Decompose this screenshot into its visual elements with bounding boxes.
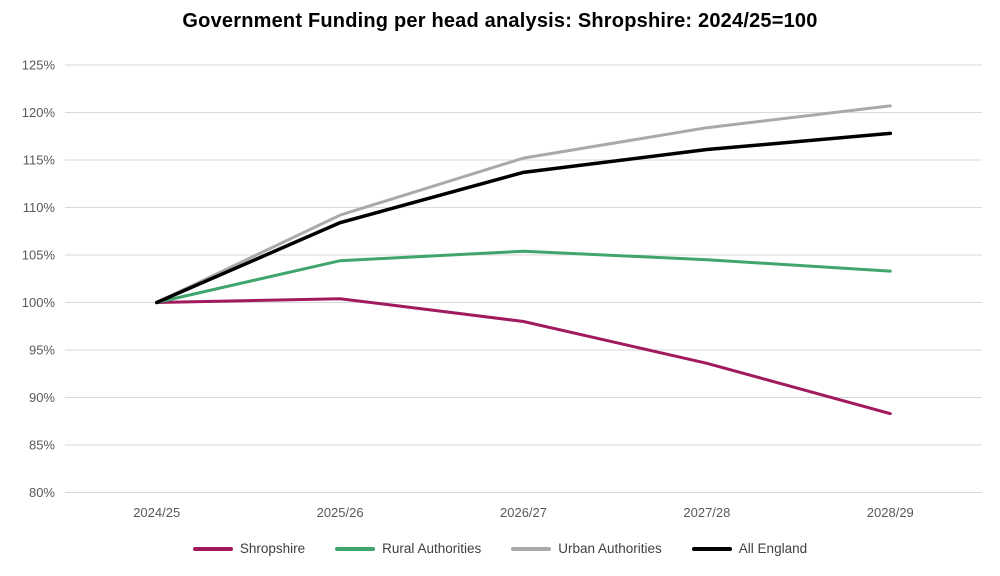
legend-label-all-england: All England xyxy=(738,541,808,556)
legend-label-shropshire: Shropshire xyxy=(239,541,306,556)
x-axis-tick-label: 2027/28 xyxy=(683,505,730,520)
y-axis-tick-label: 125% xyxy=(22,58,56,73)
y-axis-tick-label: 90% xyxy=(29,390,55,405)
x-axis-tick-label: 2026/27 xyxy=(500,505,547,520)
series-line-all-england xyxy=(154,131,893,305)
x-axis-tick-label: 2028/29 xyxy=(867,505,914,520)
y-axis-tick-label: 95% xyxy=(29,343,55,358)
legend-line-swatch-shropshire xyxy=(192,546,233,551)
y-axis-tick-label: 80% xyxy=(29,485,55,500)
legend-line-swatch-all-england xyxy=(691,546,732,551)
legend-item-shropshire: Shropshire xyxy=(192,541,306,556)
y-axis-tick-label: 120% xyxy=(22,105,56,120)
x-axis-tick-label: 2025/26 xyxy=(317,505,364,520)
legend-item-urban-authorities: Urban Authorities xyxy=(511,541,662,556)
y-axis-tick-label: 105% xyxy=(22,248,56,263)
legend-line-swatch-urban-authorities xyxy=(511,546,552,551)
legend-label-urban-authorities: Urban Authorities xyxy=(558,541,662,556)
legend-item-rural-authorities: Rural Authorities xyxy=(335,541,481,556)
y-axis-tick-label: 115% xyxy=(23,153,56,168)
y-axis-tick-label: 85% xyxy=(29,438,55,453)
chart-title: Government Funding per head analysis: Sh… xyxy=(182,10,818,32)
y-axis-tick-label: 110% xyxy=(23,200,56,215)
series-line-shropshire xyxy=(155,297,892,416)
legend: Shropshire Rural Authorities Urban Autho… xyxy=(0,541,1000,556)
x-axis-tick-label: 2024/25 xyxy=(133,505,180,520)
legend-line-swatch-rural-authorities xyxy=(335,546,376,551)
legend-item-all-england: All England xyxy=(691,541,808,556)
series-line-rural-authorities xyxy=(155,249,892,304)
legend-label-rural-authorities: Rural Authorities xyxy=(382,541,482,556)
y-axis-tick-label: 100% xyxy=(22,295,56,310)
series-line-urban-authorities xyxy=(155,104,892,304)
